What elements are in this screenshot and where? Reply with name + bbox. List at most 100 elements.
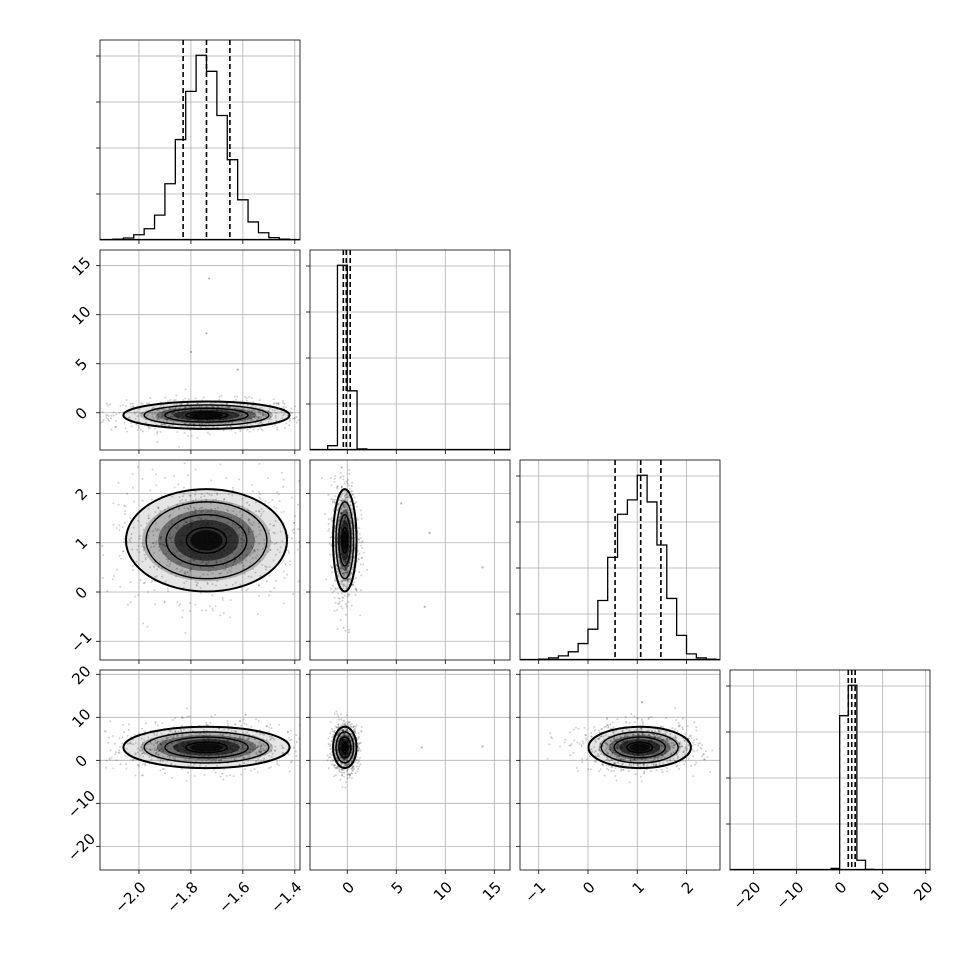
- scatter-point: [334, 725, 337, 728]
- histogram-bar: [578, 644, 588, 660]
- scatter-point: [345, 587, 348, 590]
- scatter-point: [340, 485, 343, 488]
- scatter-point: [307, 419, 309, 421]
- scatter-point: [269, 750, 272, 753]
- scatter-point: [245, 738, 248, 741]
- scatter-point: [352, 765, 355, 768]
- scatter-point: [191, 512, 194, 515]
- scatter-point: [600, 735, 603, 738]
- scatter-point: [333, 730, 336, 733]
- scatter-point: [119, 404, 122, 407]
- scatter-point: [353, 496, 356, 499]
- scatter-point: [187, 508, 190, 511]
- scatter-point: [247, 526, 250, 529]
- scatter-point: [193, 763, 196, 766]
- scatter-point: [338, 600, 341, 603]
- scatter-point: [149, 741, 152, 744]
- scatter-point: [340, 511, 343, 514]
- scatter-point: [177, 508, 180, 511]
- scatter-point: [599, 768, 602, 771]
- scatter-point: [348, 773, 351, 776]
- scatter-point: [318, 721, 320, 723]
- scatter-point: [242, 540, 245, 543]
- scatter-point: [342, 504, 345, 507]
- scatter-point: [244, 395, 247, 398]
- scatter-point: [331, 591, 334, 594]
- scatter-point: [228, 616, 231, 619]
- scatter-point: [248, 415, 251, 418]
- scatter-point: [353, 522, 356, 525]
- scatter-point: [119, 585, 122, 588]
- scatter-point: [352, 517, 355, 520]
- histogram-clip: [310, 250, 510, 450]
- scatter-point: [342, 775, 345, 778]
- scatter-point: [676, 754, 679, 757]
- scatter-point: [341, 729, 344, 732]
- scatter-point: [250, 725, 253, 728]
- scatter-point: [190, 434, 193, 437]
- scatter-point: [152, 541, 155, 544]
- scatter-point: [237, 756, 240, 759]
- scatter-point: [216, 580, 219, 583]
- scatter-point: [273, 542, 276, 545]
- scatter-point: [268, 594, 271, 597]
- scatter-point: [330, 434, 332, 436]
- scatter-point: [327, 767, 330, 770]
- scatter-point: [167, 544, 170, 547]
- scatter-point: [144, 558, 147, 561]
- scatter-point: [217, 422, 220, 425]
- scatter-point: [323, 513, 326, 516]
- scatter-point: [347, 564, 350, 567]
- scatter-point: [227, 728, 230, 731]
- scatter-point: [308, 514, 310, 516]
- scatter-point: [258, 496, 261, 499]
- histogram-bar: [618, 514, 628, 660]
- scatter-point: [129, 601, 132, 604]
- scatter-point: [326, 754, 329, 757]
- scatter-point: [96, 406, 98, 408]
- scatter-point: [141, 545, 144, 548]
- scatter-point: [89, 738, 91, 740]
- scatter-point: [331, 571, 334, 574]
- scatter-point: [357, 538, 360, 541]
- scatter-panel-3-2: [516, 669, 721, 874]
- scatter-point: [333, 729, 336, 732]
- scatter-point: [647, 729, 650, 732]
- scatter-point: [348, 487, 351, 490]
- scatter-point: [144, 764, 147, 767]
- scatter-point: [129, 741, 132, 744]
- scatter-point: [357, 549, 360, 552]
- scatter-point: [274, 424, 277, 427]
- scatter-point: [233, 729, 236, 732]
- scatter-point: [336, 627, 339, 630]
- scatter-point: [241, 746, 244, 749]
- scatter-point: [235, 552, 238, 555]
- scatter-point: [335, 567, 338, 570]
- scatter-point: [162, 755, 165, 758]
- scatter-point: [177, 518, 180, 521]
- scatter-point: [240, 538, 243, 541]
- scatter-point: [171, 412, 174, 415]
- scatter-point: [359, 614, 362, 617]
- scatter-point: [327, 518, 330, 521]
- scatter-point: [256, 746, 259, 749]
- scatter-point: [224, 568, 227, 571]
- scatter-point: [105, 416, 108, 419]
- scatter-point: [253, 550, 256, 553]
- scatter-point: [167, 414, 170, 417]
- scatter-point: [178, 515, 181, 518]
- scatter-point: [226, 521, 229, 524]
- scatter-point: [171, 745, 174, 748]
- scatter-point: [343, 584, 346, 587]
- scatter-point: [410, 757, 412, 759]
- scatter-point: [342, 729, 345, 732]
- scatter-point: [258, 407, 261, 410]
- scatter-point: [344, 579, 347, 582]
- scatter-point: [124, 755, 127, 758]
- scatter-point: [288, 552, 291, 555]
- scatter-point: [345, 578, 348, 581]
- scatter-point: [143, 739, 146, 742]
- scatter-point: [347, 734, 350, 737]
- scatter-point: [338, 768, 341, 771]
- scatter-point: [269, 590, 272, 593]
